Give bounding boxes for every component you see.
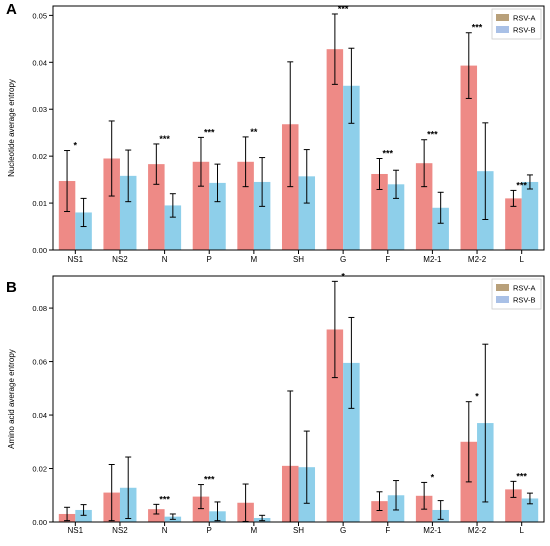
x-tick-label: P: [207, 255, 212, 264]
significance-label: *: [475, 392, 479, 402]
bar-rsv-b-l: [521, 181, 539, 250]
bar-rsv-b-m2-1: [432, 207, 449, 250]
y-tick-label: 0.03: [32, 105, 47, 114]
y-tick-label: 0.04: [32, 58, 47, 67]
x-tick-label: N: [162, 526, 168, 535]
legend-label: RSV-A: [513, 284, 536, 293]
significance-label: ***: [159, 494, 170, 504]
y-tick-label: 0.01: [32, 199, 47, 208]
legend-box: [491, 278, 542, 310]
significance-label: ***: [472, 23, 483, 33]
significance-label: ***: [383, 149, 394, 159]
bar-rsv-b-n: [164, 205, 182, 250]
x-tick-label: F: [385, 526, 390, 535]
x-tick-label: M: [251, 255, 258, 264]
x-tick-label: L: [519, 255, 524, 264]
plot-frame: [52, 5, 545, 251]
x-tick-label: G: [340, 526, 346, 535]
y-tick-label: 0.06: [32, 358, 47, 367]
x-tick-label: F: [385, 255, 390, 264]
legend-swatch: [496, 284, 509, 291]
panel-a: A * NS1 NS2 *** N *** P ** M SH *** G *** F *** M2-1 *** M…: [6, 1, 545, 264]
bar-rsv-a-n: [148, 164, 165, 250]
x-tick-label: NS2: [112, 255, 128, 264]
bar-rsv-a-ns1: [58, 181, 76, 250]
bar-rsv-a-g: [326, 329, 344, 522]
x-tick-label: M2-1: [423, 526, 442, 535]
significance-label: ***: [516, 471, 527, 481]
legend-label: RSV-A: [513, 14, 536, 23]
bar-rsv-b-l: [521, 498, 539, 522]
bar-rsv-b-ns1: [75, 212, 92, 250]
significance-label: ***: [159, 134, 170, 144]
x-tick-label: NS2: [112, 526, 128, 535]
significance-label: **: [250, 127, 258, 137]
legend-label: RSV-B: [513, 26, 536, 35]
significance-label: *: [431, 472, 435, 482]
legend-swatch: [496, 26, 509, 33]
significance-label: ***: [204, 475, 215, 485]
bar-rsv-a-m2-2: [460, 65, 478, 250]
legend-swatch: [496, 296, 509, 303]
x-tick-label: G: [340, 255, 346, 264]
bar-rsv-b-f: [387, 184, 405, 250]
y-tick-label: 0.02: [32, 152, 47, 161]
bar-rsv-b-g: [343, 362, 360, 522]
bar-rsv-a-p: [192, 161, 210, 250]
bar-rsv-b-p: [209, 182, 226, 250]
x-tick-label: M2-1: [423, 255, 442, 264]
significance-label: ***: [204, 127, 215, 137]
x-tick-label: N: [162, 255, 168, 264]
significance-label: ***: [338, 4, 349, 14]
x-tick-label: L: [519, 526, 524, 535]
x-tick-label: SH: [293, 255, 304, 264]
panel-label: B: [6, 279, 17, 296]
legend-label: RSV-B: [513, 296, 536, 305]
y-tick-label: 0.00: [32, 518, 47, 527]
bar-rsv-b-sh: [298, 176, 316, 250]
y-axis-label: Amino acid average entropy: [7, 349, 16, 449]
legend-swatch: [496, 14, 509, 21]
x-tick-label: M2-2: [468, 255, 487, 264]
bar-rsv-a-m: [237, 161, 254, 250]
y-tick-label: 0.04: [32, 411, 47, 420]
bar-rsv-a-p: [192, 496, 210, 522]
bar-rsv-a-f: [371, 501, 388, 522]
bar-rsv-a-ns2: [103, 158, 120, 250]
panel-label: A: [6, 1, 17, 18]
bar-rsv-a-m2-1: [415, 163, 433, 250]
bar-rsv-a-n: [148, 509, 165, 522]
bar-rsv-a-l: [505, 198, 522, 250]
y-tick-label: 0.02: [32, 465, 47, 474]
bar-rsv-b-g: [343, 85, 360, 251]
y-tick-label: 0.05: [32, 11, 47, 20]
bar-rsv-b-ns2: [119, 175, 137, 250]
x-tick-label: P: [207, 526, 212, 535]
significance-label: ***: [427, 130, 438, 140]
x-tick-label: M: [251, 526, 258, 535]
significance-label: ***: [516, 180, 527, 190]
x-tick-label: NS1: [68, 526, 84, 535]
y-tick-label: 0.00: [32, 246, 47, 255]
significance-label: *: [74, 141, 78, 151]
bar-rsv-a-l: [505, 489, 522, 522]
x-tick-label: M2-2: [468, 526, 487, 535]
y-axis-label: Nucleotide average entropy: [7, 79, 16, 177]
bar-rsv-a-g: [326, 49, 344, 250]
y-tick-label: 0.08: [32, 304, 47, 313]
x-tick-label: NS1: [68, 255, 84, 264]
bar-rsv-b-ns1: [75, 509, 92, 522]
x-tick-label: SH: [293, 526, 304, 535]
bar-rsv-a-f: [371, 173, 388, 250]
plot-frame: [52, 275, 545, 523]
bar-rsv-b-m: [253, 181, 271, 250]
